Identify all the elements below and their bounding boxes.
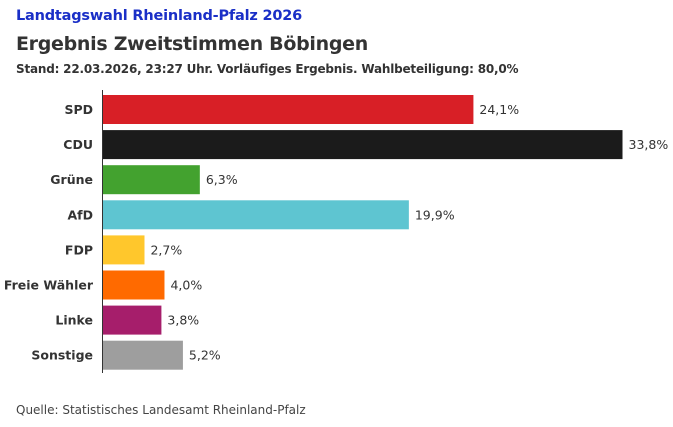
- value-label: 2,7%: [150, 242, 182, 257]
- value-label: 5,2%: [189, 348, 221, 363]
- bar-freie-wähler: [103, 270, 165, 300]
- value-label: 33,8%: [629, 137, 669, 152]
- bar-grüne: [103, 165, 200, 195]
- chart-subtitle: Stand: 22.03.2026, 23:27 Uhr. Vorläufige…: [16, 62, 519, 76]
- bar-sonstige: [103, 340, 183, 370]
- bar-spd: [103, 95, 474, 124]
- category-label: Linke: [55, 313, 93, 328]
- value-label: 19,9%: [415, 207, 455, 222]
- category-label: CDU: [63, 137, 93, 152]
- category-label: SPD: [64, 102, 93, 117]
- source-note: Quelle: Statistisches Landesamt Rheinlan…: [16, 403, 306, 417]
- bar-linke: [103, 305, 162, 335]
- value-label: 4,0%: [170, 278, 202, 293]
- category-label: AfD: [68, 207, 94, 222]
- category-label: FDP: [65, 242, 93, 257]
- bars-group: SPD 24,1% CDU 33,8% Grüne 6,3% AfD 19,9% FDP 2,7%…: [4, 95, 668, 370]
- value-label: 6,3%: [206, 172, 238, 187]
- category-label: Grüne: [50, 172, 93, 187]
- bar-afd: [103, 200, 409, 230]
- bar-cdu: [103, 130, 623, 160]
- bar-fdp: [103, 235, 145, 265]
- value-label: 24,1%: [479, 102, 519, 117]
- chart-kicker: Landtagswahl Rheinland-Pfalz 2026: [16, 8, 302, 24]
- chart-title: Ergebnis Zweitstimmen Böbingen: [16, 33, 368, 55]
- value-label: 3,8%: [167, 313, 199, 328]
- category-label: Freie Wähler: [4, 278, 94, 293]
- category-label: Sonstige: [31, 348, 93, 363]
